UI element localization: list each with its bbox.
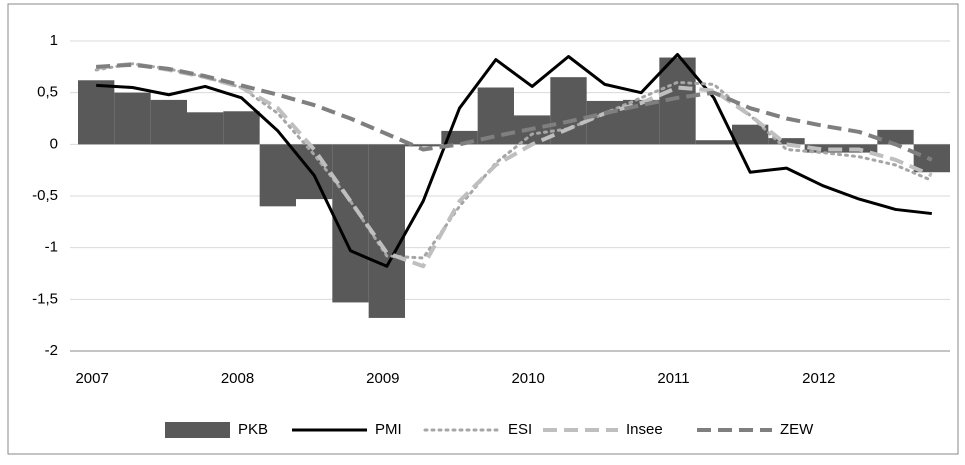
bar bbox=[550, 77, 587, 145]
x-tick-label: 2009 bbox=[366, 370, 399, 387]
bar bbox=[768, 138, 805, 145]
line-series bbox=[94, 62, 934, 260]
bar bbox=[187, 112, 224, 145]
bar bbox=[877, 129, 914, 145]
y-tick-label: -1 bbox=[45, 239, 58, 256]
bar bbox=[114, 92, 151, 145]
y-tick-label: -1,5 bbox=[32, 290, 58, 307]
legend-label: PKB bbox=[238, 421, 268, 438]
bar bbox=[695, 140, 732, 145]
legend-label: Insee bbox=[626, 421, 663, 438]
bar bbox=[150, 99, 187, 145]
legend-label: ZEW bbox=[780, 421, 814, 438]
legend-label: PMI bbox=[375, 421, 402, 438]
y-tick-label: 0,5 bbox=[37, 84, 58, 101]
x-tick-label: 2008 bbox=[221, 370, 254, 387]
legend-label: ESI bbox=[508, 421, 532, 438]
bar bbox=[223, 111, 260, 145]
x-tick-label: 2012 bbox=[802, 370, 835, 387]
bar bbox=[78, 80, 115, 145]
bar bbox=[804, 144, 841, 153]
bar bbox=[732, 124, 769, 145]
legend-swatch bbox=[165, 422, 230, 438]
bar bbox=[405, 144, 442, 147]
line-series bbox=[95, 61, 933, 269]
bar bbox=[659, 57, 696, 145]
line-series bbox=[96, 52, 933, 268]
bar bbox=[477, 87, 514, 145]
y-tick-label: 1 bbox=[50, 32, 58, 49]
x-tick-label: 2007 bbox=[75, 370, 108, 387]
y-tick-label: 0 bbox=[50, 135, 58, 152]
x-tick-label: 2010 bbox=[511, 370, 544, 387]
bar bbox=[259, 144, 296, 207]
x-tick-label: 2011 bbox=[657, 370, 689, 387]
y-tick-label: -2 bbox=[45, 342, 58, 359]
line-series bbox=[96, 62, 933, 162]
y-tick-label: -0,5 bbox=[32, 187, 58, 204]
bar bbox=[368, 144, 405, 318]
